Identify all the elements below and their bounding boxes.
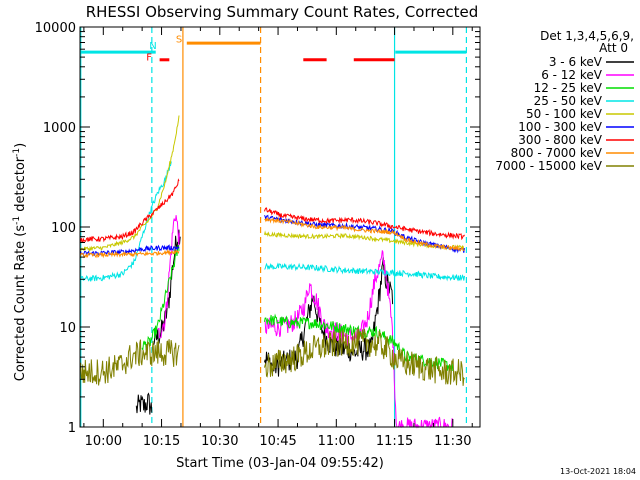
legend-label-3: 25 - 50 keV bbox=[534, 94, 603, 108]
y-tick-label-3: 1000 bbox=[43, 121, 76, 136]
legend-label-4: 50 - 100 keV bbox=[526, 107, 603, 121]
y-axis-label: Corrected Count Rate (s-1 detector-1) bbox=[12, 143, 28, 381]
y-tick-label-0: 1 bbox=[68, 421, 76, 436]
series-line-0-0 bbox=[135, 392, 153, 415]
series-line-0-2 bbox=[264, 257, 394, 377]
legend-label-8: 7000 - 15000 keV bbox=[495, 159, 602, 173]
y-tick-label-4: 10000 bbox=[35, 21, 76, 36]
legend-label-2: 12 - 25 keV bbox=[534, 81, 603, 95]
state-flag-2: F bbox=[146, 53, 152, 64]
series-line-6-0 bbox=[79, 178, 180, 243]
series-line-1-0 bbox=[157, 215, 180, 339]
x-tick-label-2: 10:30 bbox=[201, 434, 238, 449]
x-tick-label-3: 10:45 bbox=[259, 434, 296, 449]
series-line-5-0 bbox=[79, 244, 180, 257]
axes: 10:00 10:15 10:30 10:45 11:00 11:15 11:30 1 10 10… bbox=[35, 21, 481, 449]
x-tick-label-4: 11:00 bbox=[318, 434, 355, 449]
x-tick-label-5: 11:15 bbox=[376, 434, 413, 449]
legend-header-line2: Att 0 bbox=[599, 41, 628, 55]
series-line-7-0 bbox=[79, 248, 180, 259]
series-line-4-0 bbox=[79, 115, 180, 253]
x-tick-label-6: 11:30 bbox=[434, 434, 471, 449]
series-line-3-1 bbox=[264, 262, 465, 282]
series-line-3-0 bbox=[79, 161, 172, 282]
series-line-8-1 bbox=[264, 328, 465, 386]
state-flag-0: N bbox=[149, 41, 156, 52]
series-line-0-1 bbox=[153, 229, 181, 345]
x-tick-label-1: 10:15 bbox=[143, 434, 180, 449]
legend-label-5: 100 - 300 keV bbox=[518, 120, 602, 134]
legend-label-1: 6 - 12 keV bbox=[541, 68, 603, 82]
state-flag-1: S bbox=[176, 34, 182, 45]
x-tick-label-0: 10:00 bbox=[85, 434, 122, 449]
chart-title: RHESSI Observing Summary Count Rates, Co… bbox=[86, 3, 479, 21]
y-tick-label-1: 10 bbox=[59, 321, 76, 336]
series-line-8-0 bbox=[79, 339, 180, 386]
legend-label-6: 300 - 800 keV bbox=[518, 133, 602, 147]
series-line-7-1 bbox=[264, 216, 465, 252]
timestamp: 13-Oct-2021 18:04 bbox=[560, 467, 636, 476]
plot-frame bbox=[79, 26, 481, 428]
legend-label-0: 3 - 6 keV bbox=[549, 55, 603, 69]
x-axis-label: Start Time (03-Jan-04 09:55:42) bbox=[176, 456, 384, 471]
y-tick-label-2: 100 bbox=[51, 221, 76, 236]
legend-header-line1: Det 1,3,4,5,6,9, bbox=[540, 29, 634, 43]
series-line-4-1 bbox=[264, 230, 465, 251]
plot-area: N S F bbox=[79, 27, 468, 429]
series-line-6-1 bbox=[264, 207, 465, 241]
series-line-2-0 bbox=[141, 244, 180, 351]
legend-label-7: 800 - 7000 keV bbox=[511, 146, 603, 160]
